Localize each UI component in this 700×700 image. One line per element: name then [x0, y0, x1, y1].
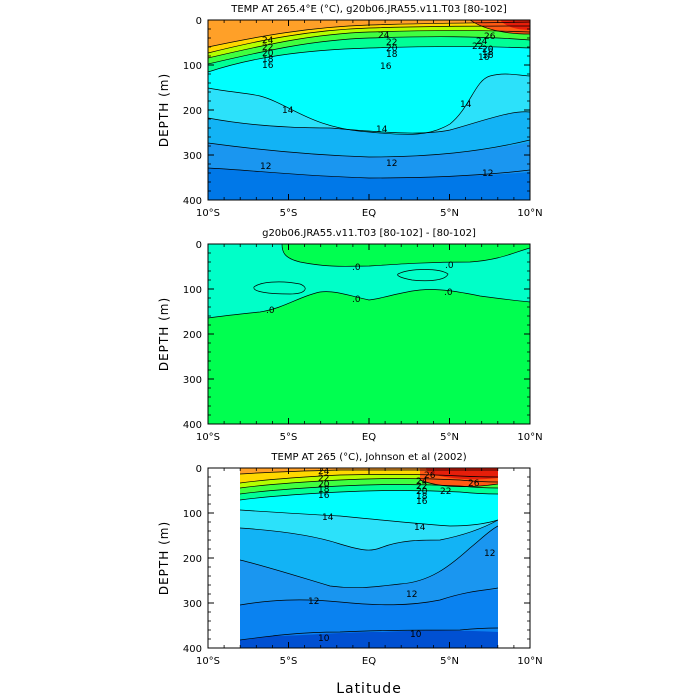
- panel-1-y-axis-label: DEPTH (m): [157, 73, 171, 147]
- contour-label: 12: [484, 549, 495, 559]
- y-tick-label: 0: [196, 240, 202, 251]
- y-tick-label: 300: [183, 151, 202, 162]
- contour-label: .0: [266, 306, 275, 316]
- x-tick-label: EQ: [362, 208, 376, 219]
- panel-2-axes: 10°S 5°S EQ 5°N 10°N 0 100 200 300 400: [183, 240, 543, 443]
- y-tick-label: 0: [196, 16, 202, 27]
- x-axis-label: Latitude: [336, 681, 402, 697]
- contour-label: 10: [318, 634, 330, 644]
- panel-2-y-axis-label: DEPTH (m): [157, 297, 171, 371]
- contour-label: .0: [352, 263, 361, 273]
- y-tick-label: 100: [183, 61, 202, 72]
- panel-1-contour-labels: 24 22 20 18 16 14 14 12 12 24 22 20 18 1…: [260, 31, 496, 179]
- panel-2-title: g20b06.JRA55.v11.T03 [80-102] - [80-102]: [262, 228, 476, 239]
- contour-label: 18: [262, 55, 274, 65]
- contour-label: 14: [282, 106, 294, 116]
- panel-3-observed-temperature: TEMP AT 265 (°C), Johnson et al (2002): [157, 452, 543, 667]
- contour-label: 20: [386, 44, 398, 54]
- x-tick-label: EQ: [362, 656, 376, 667]
- contour-label: 12: [308, 597, 319, 607]
- x-tick-label: 10°S: [196, 432, 220, 443]
- y-tick-label: 200: [183, 554, 202, 565]
- panel-1-title: TEMP AT 265.4°E (°C), g20b06.JRA55.v11.T…: [230, 4, 507, 15]
- x-tick-label: 5°N: [440, 656, 459, 667]
- contour-label: 16: [478, 53, 490, 63]
- contour-label: 24: [318, 467, 330, 477]
- x-tick-label: 10°S: [196, 656, 220, 667]
- contour-label: 18: [318, 485, 330, 495]
- y-tick-label: 200: [183, 330, 202, 341]
- contour-label: 20: [318, 480, 330, 490]
- contour-label: 22: [472, 42, 483, 52]
- panel-3-y-axis-label: DEPTH (m): [157, 521, 171, 595]
- contour-label: 22: [262, 43, 273, 53]
- x-tick-label: EQ: [362, 432, 376, 443]
- x-tick-label: 10°N: [517, 656, 542, 667]
- panel-2-difference: g20b06.JRA55.v11.T03 [80-102] - [80-102]…: [157, 228, 543, 443]
- contour-label: 12: [482, 169, 493, 179]
- x-tick-label: 5°N: [440, 208, 459, 219]
- contour-label: .0: [352, 295, 361, 305]
- x-tick-label: 5°S: [280, 208, 298, 219]
- contour-label: 18: [482, 48, 494, 58]
- x-tick-label: 10°S: [196, 208, 220, 219]
- panel-1-axes: 10°S 5°S EQ 5°N 10°N 0 100 200 300 400: [183, 16, 543, 219]
- x-tick-label: 5°S: [280, 656, 298, 667]
- panel-3-title: TEMP AT 265 (°C), Johnson et al (2002): [270, 452, 466, 463]
- x-tick-label: 10°N: [517, 208, 542, 219]
- contour-label: 12: [260, 162, 271, 172]
- contour-label: 16: [380, 62, 392, 72]
- y-tick-label: 400: [183, 196, 202, 207]
- contour-label: 18: [386, 50, 398, 60]
- y-tick-label: 400: [183, 420, 202, 431]
- contour-label: 26: [424, 471, 436, 481]
- contour-label: 16: [482, 51, 494, 61]
- contour-label: 20: [416, 487, 428, 497]
- y-tick-label: 100: [183, 509, 202, 520]
- contour-label: .0: [445, 261, 454, 271]
- contour-label: 10: [410, 630, 422, 640]
- panel-1-model-temperature: TEMP AT 265.4°E (°C), g20b06.JRA55.v11.T…: [157, 4, 543, 219]
- contour-label: 12: [406, 590, 417, 600]
- contour-label: .0: [444, 288, 453, 298]
- panel-2-contour-fill: [208, 244, 530, 424]
- panel-3-axes: 10°S 5°S EQ 5°N 10°N 0 100 200 300 400: [183, 464, 543, 667]
- contour-label: 24: [262, 36, 274, 46]
- x-tick-label: 10°N: [517, 432, 542, 443]
- panel-3-contour-labels: 24 22 20 18 16 14 14 12 12 12 10 10 26 2…: [308, 467, 495, 644]
- panel-1-contour-fill: [208, 20, 530, 200]
- contour-label: 16: [416, 497, 428, 507]
- contour-label: 16: [262, 61, 274, 71]
- panel-3-contour-fill: [240, 468, 498, 648]
- y-tick-label: 0: [196, 464, 202, 475]
- contour-label: 14: [322, 513, 334, 523]
- contour-label: 24: [476, 37, 488, 47]
- contour-label: 18: [416, 492, 428, 502]
- x-tick-label: 5°N: [440, 432, 459, 443]
- contour-label: 22: [416, 482, 427, 492]
- x-tick-label: 5°S: [280, 432, 298, 443]
- panel-2-contour-labels: .0 .0 .0 .0 .0: [266, 261, 454, 316]
- y-tick-label: 100: [183, 285, 202, 296]
- contour-label: 26: [484, 32, 496, 42]
- contour-label: 22: [440, 487, 451, 497]
- contour-label: 24: [416, 477, 428, 487]
- y-tick-label: 400: [183, 644, 202, 655]
- y-tick-label: 300: [183, 375, 202, 386]
- contour-label: 20: [482, 45, 494, 55]
- contour-label: 24: [378, 31, 390, 41]
- contour-label: 12: [386, 159, 397, 169]
- y-tick-label: 300: [183, 599, 202, 610]
- y-tick-label: 200: [183, 106, 202, 117]
- contour-label: 22: [386, 38, 397, 48]
- contour-label: 14: [414, 523, 426, 533]
- contour-label: 14: [460, 100, 472, 110]
- contour-label: 26: [468, 479, 480, 489]
- contour-label: 14: [376, 125, 388, 135]
- contour-label: 16: [318, 491, 330, 501]
- contour-label: 22: [318, 474, 329, 484]
- contour-label: 20: [262, 49, 274, 59]
